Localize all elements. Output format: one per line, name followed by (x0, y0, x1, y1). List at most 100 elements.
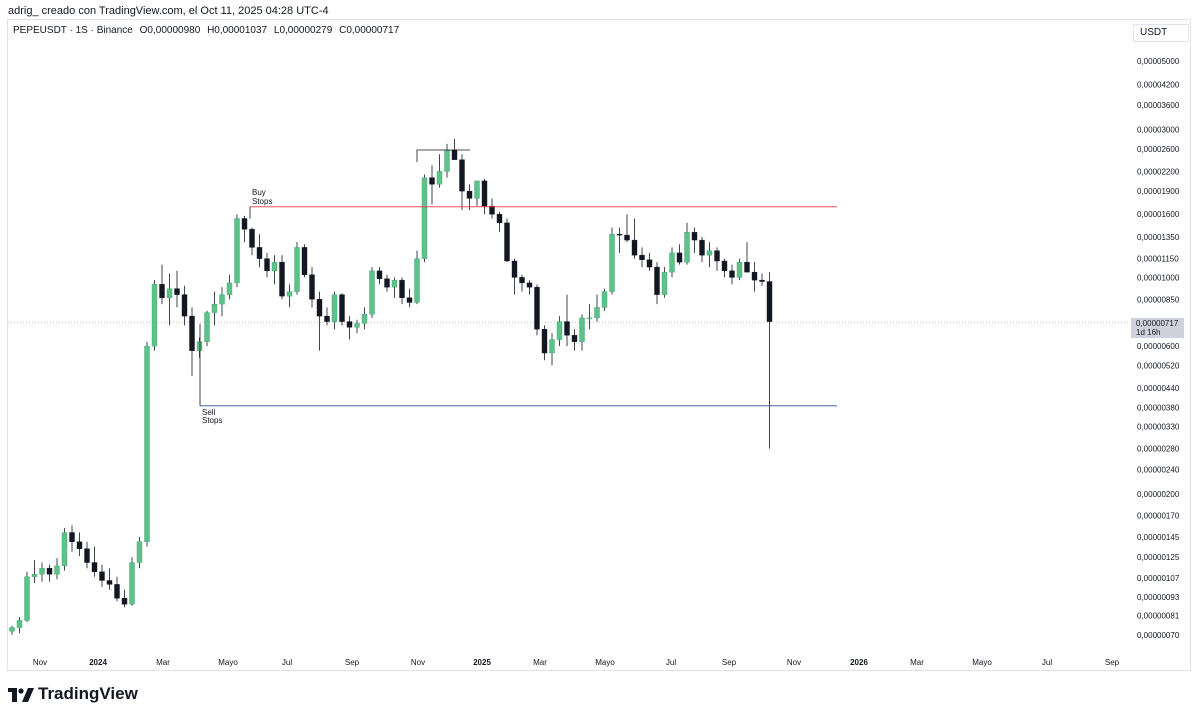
bearish-candle (324, 315, 330, 322)
bullish-candle (661, 271, 668, 295)
bearish-candle (121, 598, 128, 605)
bullish-candle (684, 231, 690, 263)
bullish-candle (669, 252, 675, 273)
time-axis-label: Mar (156, 658, 170, 667)
price-axis-label: 0,00000125 (1137, 553, 1180, 562)
price-axis-label: 0,00005000 (1137, 57, 1180, 66)
time-axis-label: 2024 (89, 658, 107, 667)
price-axis-label: 0,00002200 (1137, 167, 1180, 176)
bullish-candle (16, 620, 23, 628)
bullish-candle (579, 317, 585, 342)
bullish-candle (226, 282, 233, 295)
bearish-candle (744, 261, 750, 273)
time-axis-label: Sep (345, 658, 360, 667)
sell-stops-label: Sell (202, 408, 216, 417)
bearish-candle (106, 580, 113, 585)
bearish-candle (466, 190, 473, 199)
bullish-candle (61, 532, 68, 567)
bullish-candle (601, 291, 608, 308)
bullish-candle (354, 323, 360, 328)
bearish-candle (384, 278, 390, 288)
tradingview-logo-icon (8, 688, 34, 702)
price-axis-label: 0,00000200 (1137, 490, 1180, 499)
bullish-candle (24, 576, 30, 621)
bearish-candle (264, 258, 270, 272)
time-axis-label: Jul (282, 658, 292, 667)
bullish-candle (586, 317, 593, 320)
bullish-candle (609, 233, 615, 292)
bullish-candle (414, 258, 420, 303)
bearish-candle (489, 205, 495, 215)
time-axis-label: Sep (722, 658, 737, 667)
bullish-candle (294, 247, 300, 292)
bearish-candle (174, 288, 180, 295)
bearish-candle (526, 282, 533, 288)
bearish-candle (729, 270, 735, 278)
price-axis-label: 0,00003000 (1137, 126, 1180, 135)
bullish-candle (369, 270, 375, 315)
bearish-candle (639, 254, 645, 260)
price-axis-label: 0,00000070 (1137, 631, 1180, 640)
bearish-candle (399, 279, 405, 298)
price-axis-label: 0,00000081 (1137, 611, 1180, 620)
bullish-candle (151, 284, 158, 347)
bearish-candle (751, 271, 758, 281)
footer[interactable]: TradingView (8, 684, 138, 704)
bullish-candle (204, 312, 210, 342)
legend-open: O0,00000980 (139, 25, 201, 36)
bullish-candle (474, 180, 480, 199)
legend-high: H0,00001037 (207, 25, 268, 36)
sell-stops-label: Stops (202, 416, 222, 425)
bullish-candle (219, 294, 225, 305)
bearish-candle (759, 279, 765, 282)
price-axis-label: 0,00002600 (1137, 145, 1180, 154)
bearish-candle (316, 299, 323, 317)
price-axis-label: 0,00000170 (1137, 512, 1180, 521)
bearish-candle (631, 239, 638, 256)
currency-selector[interactable]: USDT (1133, 24, 1189, 42)
bullish-candle (234, 218, 240, 284)
buy-stops-label: Buy (252, 188, 266, 197)
price-axis-label: 0,00001600 (1137, 210, 1180, 219)
time-axis-label: Mayo (972, 658, 992, 667)
time-axis-label: Mayo (595, 658, 615, 667)
bearish-candle (339, 294, 345, 322)
bearish-candle (309, 274, 315, 300)
chart-frame (7, 19, 1191, 671)
price-axis-label: 0,00000280 (1137, 445, 1180, 454)
bearish-candle (616, 233, 623, 236)
price-axis-label: 0,00000380 (1137, 404, 1180, 413)
bearish-candle (564, 321, 570, 336)
bearish-candle (189, 315, 195, 351)
bearish-candle (646, 259, 653, 268)
time-axis-label: Nov (33, 658, 47, 667)
last-price-tag: 0,00000717 1d 16h (1131, 318, 1184, 338)
bullish-candle (286, 291, 293, 297)
legend-symbol[interactable]: PEPEUSDT · 1S · Binance (13, 25, 133, 36)
price-axis-label: 0,00000107 (1137, 574, 1180, 583)
price-axis-label: 0,00001150 (1137, 255, 1179, 264)
time-axis-label: Mar (910, 658, 924, 667)
brand-name: TradingView (38, 684, 138, 703)
time-axis-label: Sep (1105, 658, 1120, 667)
price-axis-label: 0,00001900 (1137, 187, 1180, 196)
bearish-candle (511, 260, 518, 278)
time-axis-label: Nov (411, 658, 425, 667)
price-axis-label: 0,00004200 (1137, 80, 1180, 89)
time-axis-label: Jul (1042, 658, 1052, 667)
bullish-candle (361, 314, 368, 324)
bearish-candle (256, 247, 263, 259)
price-axis-label: 0,00000240 (1137, 465, 1180, 474)
price-axis-label: 0,00001000 (1137, 273, 1180, 282)
price-axis-label: 0,00000600 (1137, 342, 1180, 351)
bullish-candle (144, 345, 150, 542)
bearish-candle (279, 261, 285, 297)
bearish-candle (459, 159, 465, 192)
bearish-candle (504, 222, 510, 262)
bearish-candle (84, 548, 90, 563)
symbol-legend: PEPEUSDT · 1S · Binance O0,00000980 H0,0… (13, 25, 403, 36)
bullish-candle (421, 177, 428, 259)
bearish-candle (624, 234, 630, 241)
bearish-candle (534, 286, 540, 330)
